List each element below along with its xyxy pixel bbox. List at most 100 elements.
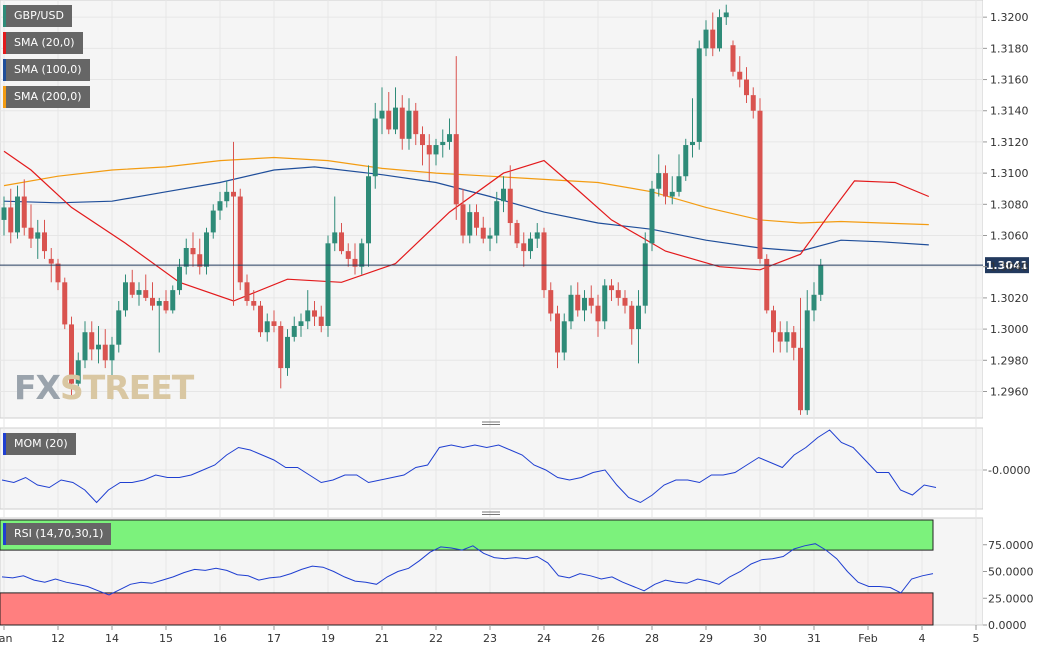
candle <box>534 223 540 248</box>
candle-body <box>548 290 554 314</box>
candle-body <box>453 134 459 205</box>
candle-body <box>771 310 776 333</box>
candle-body <box>96 344 101 350</box>
candle-body <box>811 294 817 311</box>
candle-body <box>102 344 108 361</box>
candle <box>750 87 756 119</box>
candle-body <box>1 207 7 220</box>
candle <box>1 196 7 236</box>
candle <box>345 243 351 267</box>
candle <box>413 102 419 146</box>
candle <box>798 297 803 415</box>
candle-body <box>318 316 324 326</box>
axes: 1.3200 1.3180 1.3160 1.3140 1.3120 1.3100 1.30… <box>0 11 1034 645</box>
candle-body <box>224 191 230 202</box>
candle <box>291 316 297 342</box>
date-tick-label: 5 <box>973 632 980 645</box>
axis-gutter <box>983 0 1048 651</box>
candle-body <box>690 141 695 146</box>
candle <box>352 243 358 275</box>
candle <box>818 258 824 302</box>
candle-body <box>696 48 702 142</box>
candle <box>703 20 709 57</box>
price-tick-label: 1.3000 <box>990 323 1029 336</box>
candle-body <box>595 305 601 322</box>
candle-body <box>683 145 689 177</box>
candle <box>366 165 371 267</box>
candle <box>717 9 722 52</box>
legend-sma100[interactable]: SMA (100,0) <box>3 59 90 81</box>
candle-body <box>737 71 743 80</box>
candle-body <box>433 145 439 155</box>
candle <box>251 290 257 311</box>
rsi-tick-label: 50.0000 <box>988 566 1034 579</box>
date-tick-label: Feb <box>858 632 877 645</box>
candle-body <box>757 110 763 259</box>
legend-sma20[interactable]: SMA (20,0) <box>3 32 83 54</box>
candle <box>62 277 68 330</box>
candle <box>69 316 74 400</box>
candle <box>507 165 513 236</box>
rsi-zones <box>0 519 934 626</box>
candle-body <box>494 201 500 236</box>
candle <box>210 204 216 239</box>
oscillators <box>1 429 937 596</box>
candle <box>75 352 81 389</box>
candle-body <box>669 191 675 197</box>
candle <box>318 305 324 333</box>
candle-body <box>150 297 155 306</box>
candle-body <box>663 173 668 197</box>
legend-symbol[interactable]: GBP/USD <box>3 5 72 27</box>
candle-body <box>69 324 74 384</box>
candle-body <box>15 196 20 233</box>
candle-body <box>190 247 196 255</box>
legend-swatch-sma200 <box>3 86 6 108</box>
price-tick-label: 1.3080 <box>990 198 1029 211</box>
price-tick-label: 1.3100 <box>990 167 1029 180</box>
candle <box>575 282 581 317</box>
candle <box>312 301 317 326</box>
price-tick-label: 1.3060 <box>990 230 1029 243</box>
resize-handle-rsi[interactable] <box>482 511 500 515</box>
candle-body <box>325 243 331 326</box>
candle <box>217 191 223 220</box>
candle-body <box>480 227 486 239</box>
candle <box>393 87 398 135</box>
panel-resize-handles[interactable] <box>482 421 500 515</box>
candle <box>582 290 587 322</box>
candle-body <box>332 232 338 244</box>
candle <box>325 235 331 337</box>
candle-body <box>42 232 47 252</box>
legend-mom[interactable]: MOM (20) <box>3 433 76 455</box>
candle <box>102 329 108 369</box>
candle <box>811 282 817 322</box>
candle-body <box>359 243 365 267</box>
candle <box>804 290 810 415</box>
legend-sma200-label: SMA (200,0) <box>14 90 82 103</box>
legend-sma200[interactable]: SMA (200,0) <box>3 86 90 108</box>
candle <box>602 279 608 330</box>
candle <box>231 141 236 306</box>
candle <box>204 227 209 275</box>
rsi-tick-label: 25.0000 <box>988 592 1034 605</box>
candle-body <box>420 134 425 146</box>
candle-body <box>609 285 614 291</box>
candle <box>399 95 405 150</box>
candle <box>663 165 668 205</box>
price-tick-label: 1.2960 <box>990 385 1029 398</box>
candle-body <box>791 332 797 348</box>
candle <box>116 301 122 353</box>
resize-handle-mom[interactable] <box>482 421 500 425</box>
candle-body <box>568 294 574 322</box>
candle-body <box>136 290 142 295</box>
candle <box>406 98 412 150</box>
candle <box>548 282 554 322</box>
candle-body <box>406 110 412 139</box>
candle <box>143 274 149 302</box>
candle <box>609 279 614 302</box>
legend-rsi[interactable]: RSI (14,70,30,1) <box>3 523 112 545</box>
rsi-tick-label: 0.0000 <box>988 619 1027 632</box>
candle <box>622 290 628 314</box>
